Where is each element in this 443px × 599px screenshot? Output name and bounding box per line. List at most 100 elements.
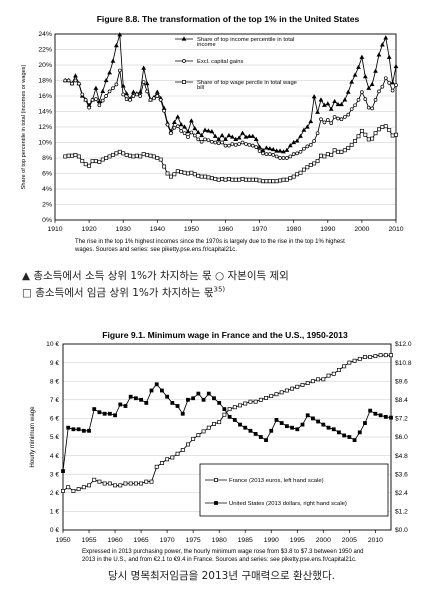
data-point	[97, 103, 102, 108]
data-point	[128, 98, 132, 102]
data-point	[104, 156, 109, 160]
data-point	[321, 377, 326, 382]
data-point	[247, 142, 252, 147]
data-point	[66, 78, 71, 83]
data-point	[284, 147, 290, 152]
data-point	[192, 172, 197, 177]
data-point	[102, 481, 107, 486]
data-point	[366, 137, 371, 142]
data-point	[240, 176, 245, 181]
data-point	[233, 177, 238, 182]
data-point	[360, 90, 364, 94]
data-point	[281, 177, 286, 182]
data-point	[274, 154, 279, 159]
data-point	[141, 80, 146, 84]
data-point	[352, 438, 357, 442]
y-tick-label: 8%	[42, 155, 52, 162]
series-3	[63, 124, 398, 184]
data-point	[117, 68, 122, 73]
y2-tick-label: $3.6	[395, 471, 408, 478]
data-point	[144, 479, 149, 484]
data-point	[71, 488, 76, 493]
data-point	[61, 469, 65, 473]
data-point	[322, 154, 327, 159]
data-point	[230, 142, 235, 146]
korean-bottom-note: 당시 명목최저임금을 2013년 구매력으로 환산했다.	[108, 570, 335, 582]
data-point	[254, 145, 259, 149]
data-point	[383, 414, 388, 419]
data-point	[325, 101, 331, 106]
data-point	[316, 377, 321, 382]
data-point	[175, 404, 180, 408]
data-point	[87, 163, 92, 168]
y-tick-label: 22%	[38, 47, 52, 54]
data-point	[61, 488, 65, 493]
data-point	[336, 116, 340, 121]
y-tick-label: 0 €	[50, 527, 59, 534]
data-point	[389, 353, 393, 358]
data-point	[216, 141, 221, 146]
y-tick-label: 2%	[42, 202, 52, 209]
data-point	[175, 169, 180, 174]
data-point	[373, 131, 378, 136]
data-point	[347, 360, 352, 365]
data-point	[175, 451, 180, 456]
x-tick-label: 1960	[218, 226, 233, 233]
data-point	[141, 65, 147, 70]
data-point	[274, 418, 279, 422]
y-tick-label: 7 €	[50, 397, 59, 404]
data-point	[260, 147, 266, 152]
y2-tick-label: $1.2	[395, 509, 408, 516]
data-point	[357, 430, 362, 435]
data-point	[107, 481, 112, 486]
data-point	[206, 391, 211, 396]
data-point	[387, 128, 392, 133]
data-point	[123, 481, 128, 486]
data-point	[373, 98, 378, 102]
data-point	[244, 142, 248, 146]
data-point	[123, 404, 128, 408]
x-tick-label: 2005	[342, 537, 357, 544]
data-point	[196, 137, 201, 142]
data-point	[216, 136, 222, 141]
data-point	[162, 108, 166, 113]
chart-2-plot-frame	[62, 343, 392, 531]
data-point	[182, 131, 187, 136]
data-point	[180, 411, 185, 416]
data-point	[279, 421, 284, 425]
x-tick-label: 1980	[286, 226, 301, 233]
data-point	[295, 151, 299, 156]
data-point	[170, 401, 175, 405]
y-tick-label: 2 €	[50, 490, 59, 497]
data-point	[186, 171, 190, 176]
data-point	[114, 82, 119, 87]
data-point	[151, 154, 156, 159]
data-point	[349, 79, 355, 84]
data-point	[192, 133, 197, 138]
data-point	[352, 72, 358, 77]
data-point	[284, 177, 289, 182]
data-point	[196, 433, 201, 438]
data-point	[394, 132, 398, 137]
data-point	[356, 134, 361, 139]
data-point	[250, 177, 255, 182]
data-point	[285, 156, 289, 160]
y-tick-label: 24%	[38, 31, 52, 38]
data-point	[206, 138, 211, 143]
data-point	[357, 356, 362, 361]
data-point	[87, 483, 91, 488]
y2-tick-label: $10.8	[395, 360, 412, 367]
data-point	[71, 427, 76, 432]
data-point	[287, 143, 293, 148]
data-point	[227, 407, 232, 412]
data-point	[145, 152, 150, 157]
x-tick-label: 1990	[320, 226, 335, 233]
data-point	[111, 152, 115, 157]
data-point	[332, 148, 337, 153]
data-point	[217, 420, 222, 425]
data-point	[247, 177, 252, 182]
data-point	[100, 157, 105, 162]
data-point	[145, 89, 149, 94]
data-point	[144, 401, 149, 405]
series-2	[63, 68, 398, 160]
